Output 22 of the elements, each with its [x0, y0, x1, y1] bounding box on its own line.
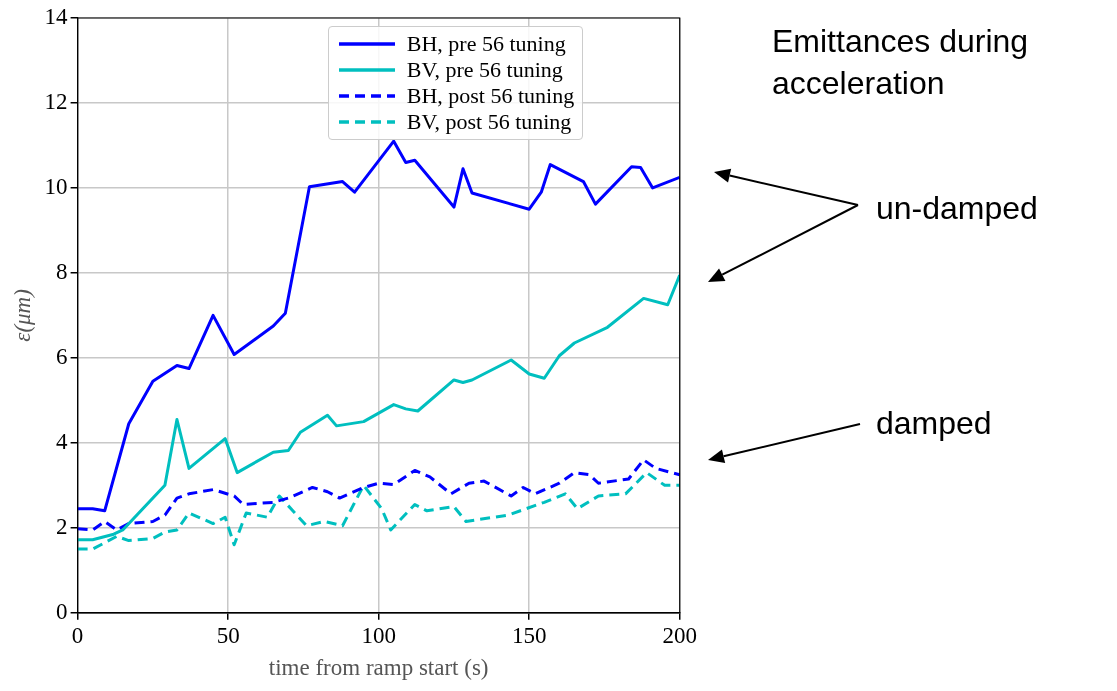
x-tick-label: 100: [361, 622, 396, 648]
legend-label: BV, post 56 tuning: [406, 109, 572, 135]
y-tick-label: 4: [56, 428, 69, 454]
y-axis-title: ε(μm): [9, 289, 35, 342]
legend-label: BV, pre 56 tuning: [406, 57, 563, 83]
legend-label: BH, post 56 tuning: [406, 83, 575, 109]
text: un-damped: [876, 190, 1038, 227]
y-tick-label: 14: [44, 4, 69, 30]
y-tick-label: 12: [44, 89, 68, 115]
x-tick-label: 150: [511, 622, 547, 648]
y-tick-label: 0: [56, 598, 68, 624]
text: damped: [876, 405, 992, 442]
y-tick-label: 2: [56, 513, 68, 539]
y-tick-label: 8: [56, 258, 68, 284]
x-axis-title: time from ramp start (s): [268, 655, 489, 681]
text: Emittances during acceleration: [772, 22, 1030, 103]
legend-label: BH, pre 56 tuning: [406, 31, 566, 57]
x-tick-label: 200: [662, 622, 697, 648]
y-tick-label: 10: [44, 173, 68, 199]
x-tick-label: 50: [216, 622, 240, 648]
y-tick-label: 6: [56, 343, 68, 369]
line-series: [77, 458, 680, 532]
